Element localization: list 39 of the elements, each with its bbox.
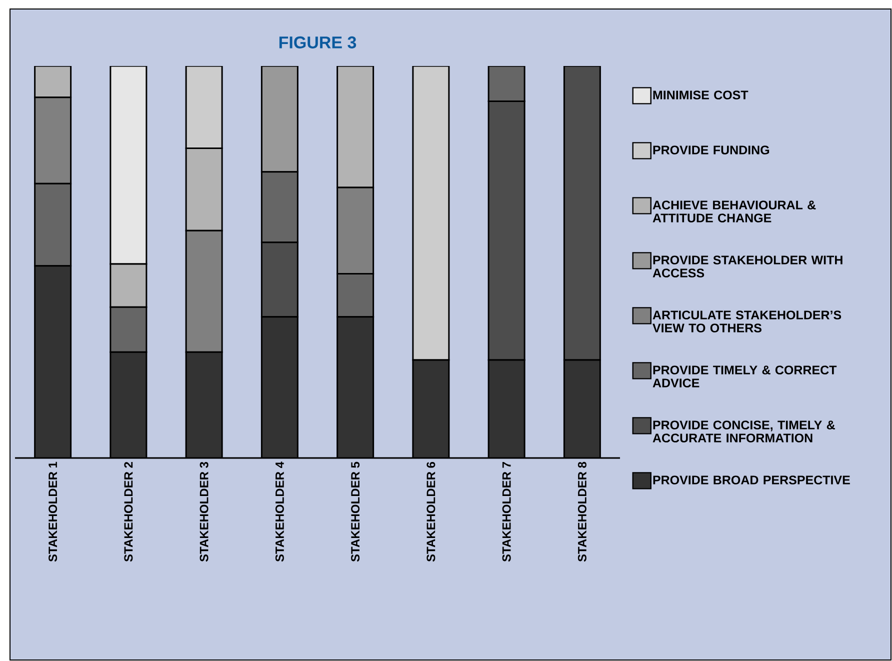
legend-label: PROVIDE FUNDING xyxy=(653,146,770,154)
bar xyxy=(412,360,449,458)
x-tick-label: STAKEHOLDER 8 xyxy=(578,462,586,562)
legend-label: MINIMISE COST xyxy=(653,90,748,100)
legend-label: ACHIEVE BEHAVIOURAL & ATTITUDE CHANGE xyxy=(652,200,816,222)
bar xyxy=(185,66,223,150)
legend-label: PROVIDE STAKEHOLDER WITH ACCESS xyxy=(652,256,842,278)
bar xyxy=(336,66,374,188)
bar xyxy=(488,360,525,458)
bar xyxy=(34,66,72,98)
bar xyxy=(260,171,298,244)
bar xyxy=(110,306,148,353)
legend-label: PROVIDE BROAD PERSPECTIVE xyxy=(653,476,850,484)
x-tick-label: STAKEHOLDER 4 xyxy=(275,462,284,562)
bar xyxy=(336,272,374,318)
bar xyxy=(110,263,148,308)
bar xyxy=(337,316,374,458)
x-tick-label: STAKEHOLDER 3 xyxy=(200,462,208,562)
bar xyxy=(488,66,526,102)
x-tick-label: STAKEHOLDER 1 xyxy=(48,462,58,562)
bar xyxy=(34,266,71,458)
bar xyxy=(186,352,222,458)
chart-title: FIGURE 3 xyxy=(279,36,356,48)
bar xyxy=(262,316,298,458)
legend-label: ARTICULATE STAKEHOLDER’S VIEW TO OTHERS xyxy=(652,310,842,332)
bar xyxy=(110,352,146,458)
x-tick-label: STAKEHOLDER 7 xyxy=(502,462,511,562)
legend-label: PROVIDE CONCISE, TIMELY & ACCURATE INFORMATION xyxy=(652,420,835,442)
bar xyxy=(488,100,526,361)
bar xyxy=(34,182,72,267)
legend-label: PROVIDE TIMELY & CORRECT ADVICE xyxy=(652,366,837,388)
x-tick-label: STAKEHOLDER 5 xyxy=(351,462,360,562)
bar xyxy=(412,66,450,361)
x-tick-label: STAKEHOLDER 6 xyxy=(426,462,436,562)
x-tick-label: STAKEHOLDER 2 xyxy=(124,462,133,562)
bar xyxy=(563,66,601,361)
bar xyxy=(563,359,601,458)
bar xyxy=(260,242,298,318)
bar xyxy=(185,148,223,232)
